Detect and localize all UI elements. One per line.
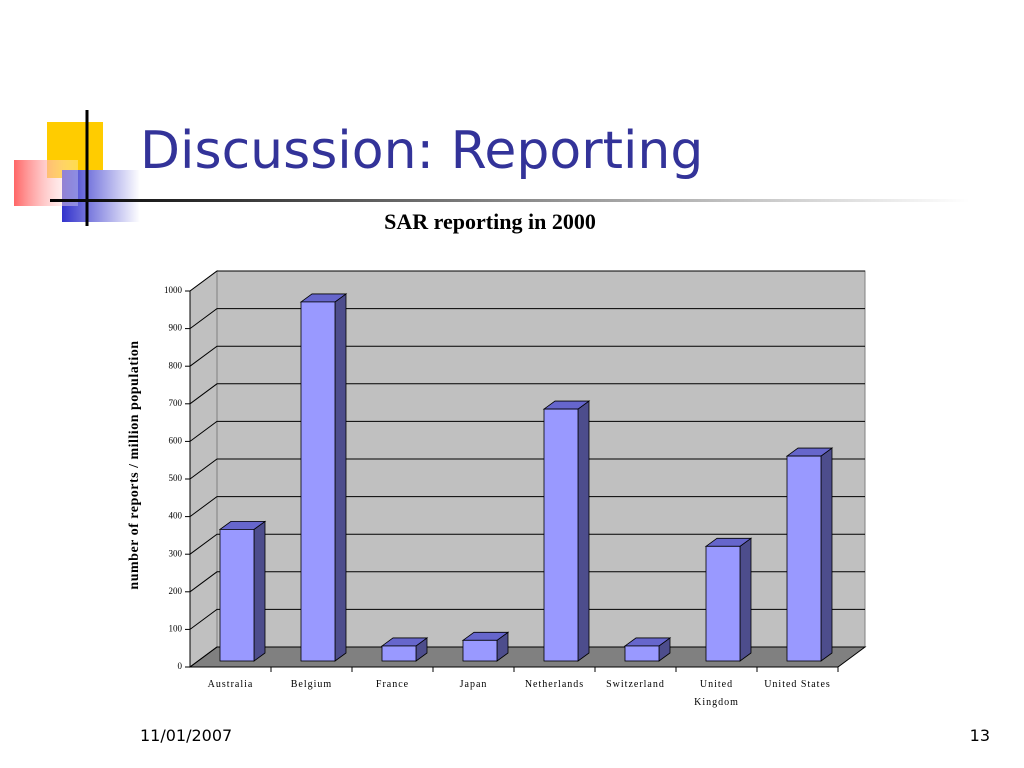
bar <box>542 400 591 662</box>
bar-front <box>300 301 336 662</box>
bar-front <box>786 455 822 662</box>
bar-side <box>577 400 590 662</box>
grid-line <box>189 420 865 442</box>
bar-side <box>739 537 752 662</box>
grid-line <box>189 571 865 593</box>
x-tick-label: Netherlands <box>524 679 585 690</box>
bar <box>380 637 429 662</box>
chart-title: SAR reporting in 2000 <box>384 209 596 234</box>
y-tick-label: 0 <box>178 661 183 671</box>
grid-line <box>189 496 865 518</box>
x-tick-label: Australia <box>207 679 254 690</box>
x-tick-label: Belgium <box>290 679 333 690</box>
date: 11/01/2007 <box>140 726 232 745</box>
bar <box>461 631 510 662</box>
bar <box>785 447 834 662</box>
y-tick-label: 300 <box>169 548 183 558</box>
y-tick-label: 600 <box>169 435 183 445</box>
y-axis-label: number of reports / million population <box>127 340 142 589</box>
bar-front <box>705 545 741 662</box>
y-tick-label: 400 <box>169 511 183 521</box>
y-tick-label: 500 <box>169 473 183 483</box>
grid-line <box>189 345 865 367</box>
x-tick-label: Japan <box>459 679 488 690</box>
bar-side <box>334 293 347 662</box>
grid-line <box>189 270 865 292</box>
y-tick-label: 700 <box>169 398 183 408</box>
plot: 0 100 200 300 400 500 600 700 800 900 1000 <box>164 270 867 672</box>
grid-line <box>189 533 865 555</box>
y-tick-label: 800 <box>169 360 183 370</box>
deco-red <box>14 160 78 206</box>
bar-front <box>543 408 579 662</box>
bar-front <box>462 639 498 662</box>
x-tick-label: United States <box>764 679 831 690</box>
grid-line <box>189 383 865 405</box>
bar-front <box>381 645 417 662</box>
y-tick-label: 1000 <box>164 285 183 295</box>
bar <box>299 293 348 662</box>
y-tick-label: 100 <box>169 623 183 633</box>
bar-side <box>820 447 833 662</box>
x-tick-label: Switzerland <box>606 679 665 690</box>
grid-line <box>189 608 865 630</box>
x-tick-label: United Kingdom <box>694 679 739 708</box>
bar <box>623 637 672 662</box>
bar-front <box>624 645 660 662</box>
bar <box>218 520 267 662</box>
bar-front <box>219 529 255 662</box>
page-number: 13 <box>970 726 990 745</box>
title-rule <box>50 199 970 202</box>
y-tick-label: 900 <box>169 323 183 333</box>
floor <box>188 646 867 668</box>
y-tick-label: 200 <box>169 586 183 596</box>
bar <box>704 537 753 662</box>
x-tick-label: France <box>375 679 410 690</box>
grid-line <box>189 308 865 330</box>
slide-title: Discussion: Reporting <box>140 121 703 181</box>
bar-side <box>253 520 266 662</box>
grid-line <box>189 458 865 480</box>
